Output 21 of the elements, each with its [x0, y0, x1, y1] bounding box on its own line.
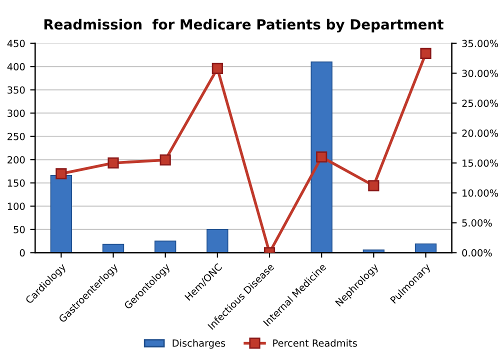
y2-tick-label: 35.00% — [462, 40, 498, 48]
y-tick-label: 250 — [8, 132, 25, 140]
y2-tick-label: 10.00% — [462, 189, 498, 197]
y-tick-label: 0 — [20, 249, 25, 257]
y2-tick-label: 0.00% — [462, 249, 492, 257]
y-tick-label: 350 — [8, 86, 25, 94]
legend-label: Discharges — [172, 339, 226, 349]
y-tick-label: 400 — [7, 63, 25, 70]
y2-tick-label: 20.00% — [462, 130, 498, 137]
y2-tick-label: 25.00% — [462, 100, 498, 107]
y2-tick-label: 5.00% — [462, 219, 492, 227]
y-tick-label: 150 — [8, 179, 25, 187]
y2-tick-label: 30.00% — [462, 70, 498, 78]
y-tick-label: 50 — [14, 226, 25, 234]
y2-tick-label: 15.00% — [462, 159, 498, 167]
legend-label: Percent Readmits — [273, 339, 357, 347]
y-tick-label: 100 — [8, 202, 25, 210]
y-tick-label: 200 — [8, 156, 25, 164]
y-tick-label: 300 — [8, 110, 25, 117]
y-tick-label: 450 — [7, 40, 25, 48]
chart-title: Readmission for Medicare Patients by Department — [44, 18, 444, 32]
